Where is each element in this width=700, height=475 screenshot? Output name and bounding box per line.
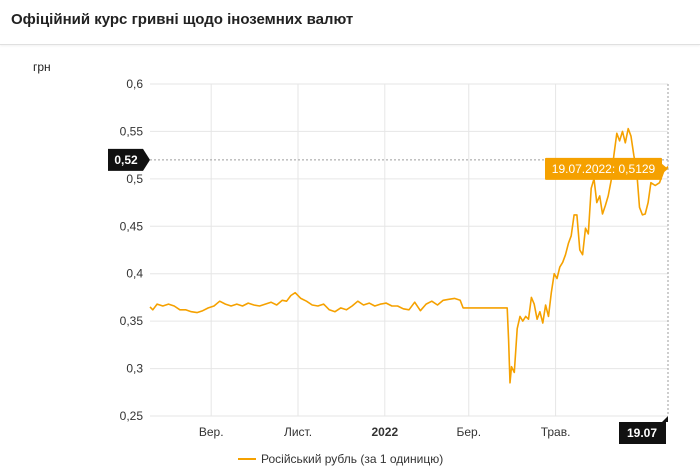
page-title: Офіційний курс гривні щодо іноземних вал… bbox=[11, 11, 354, 28]
x-tick-label: Лист. bbox=[284, 425, 312, 439]
y-tick-label: 0,4 bbox=[126, 267, 143, 281]
y-tick-label: 0,45 bbox=[120, 219, 144, 233]
tooltip-box bbox=[545, 157, 662, 180]
crosshair-y-label: 0,52 bbox=[114, 153, 138, 167]
tooltip-arrow bbox=[662, 163, 668, 174]
tooltip-text: 19.07.2022: 0,5129 bbox=[552, 162, 656, 176]
y-tick-label: 0,5 bbox=[126, 172, 143, 186]
x-tick-label: Бер. bbox=[456, 425, 481, 439]
x-axis-ticks: Вер. Лист. 2022 Бер. Трав. bbox=[199, 425, 571, 439]
y-tick-label: 0,3 bbox=[126, 362, 143, 376]
crosshair-x-tag bbox=[619, 416, 668, 444]
crosshair: 0,52 19.07 19.07.2022: 0,5129 bbox=[108, 84, 669, 444]
y-tick-label: 0,35 bbox=[120, 314, 144, 328]
series-layer bbox=[149, 127, 669, 384]
x-tick-label: Вер. bbox=[199, 425, 224, 439]
x-tick-label: 2022 bbox=[371, 425, 398, 439]
x-tick-label: Трав. bbox=[541, 425, 571, 439]
y-axis-ticks: 0,6 0,55 0,5 0,45 0,4 0,35 0,3 0,25 bbox=[120, 77, 144, 423]
legend-label: Російський рубль (за 1 одиницю) bbox=[261, 452, 444, 466]
legend-item[interactable]: Російський рубль (за 1 одиницю) bbox=[238, 452, 443, 466]
series-line-rub[interactable] bbox=[149, 127, 669, 384]
legend-swatch bbox=[238, 458, 256, 460]
crosshair-x-label: 19.07 bbox=[627, 426, 657, 440]
y-tick-label: 0,55 bbox=[120, 124, 144, 138]
y-tick-label: 0,25 bbox=[120, 409, 144, 423]
y-tick-label: 0,6 bbox=[126, 77, 143, 91]
gridlines bbox=[150, 83, 668, 417]
y-axis-unit-label: грн bbox=[33, 60, 51, 74]
crosshair-y-tag bbox=[108, 148, 150, 171]
header-bar: Офіційний курс гривні щодо іноземних вал… bbox=[0, 0, 700, 45]
